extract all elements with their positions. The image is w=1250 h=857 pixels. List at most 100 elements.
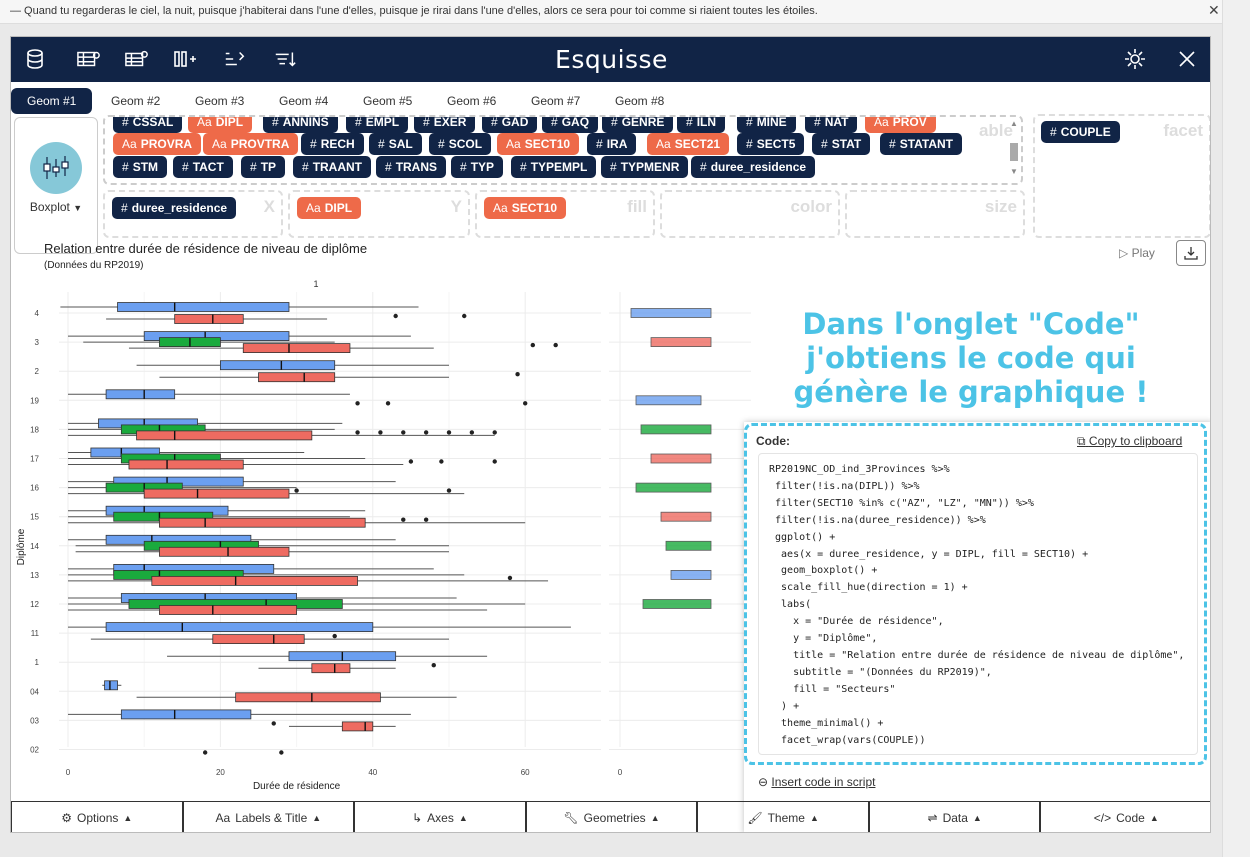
theme-button[interactable]: 🖌︎ Theme ▲ (697, 802, 869, 832)
filter-sort-icon[interactable] (273, 48, 297, 70)
variable-chip-annins[interactable]: # ANNINS (263, 117, 338, 133)
geom-tabs: Geom #1 Geom #2 Geom #3 Geom #4 Geom #5 … (11, 84, 1210, 114)
copy-clipboard-link[interactable]: ⧉ Copy to clipboard (1077, 434, 1183, 448)
labels-title-button[interactable]: Aa Labels & Title ▲ (182, 802, 355, 832)
close-modal-icon[interactable] (1175, 48, 1199, 70)
geometries-button[interactable]: 🔧︎ Geometries ▲ (525, 802, 698, 832)
variable-chip-nat[interactable]: # NAT (805, 117, 858, 133)
code-button[interactable]: </> Code ▲ (1040, 802, 1210, 832)
outlier-point (271, 721, 276, 726)
columns-plus-icon[interactable] (173, 48, 197, 70)
variable-chip-tact[interactable]: # TACT (173, 156, 233, 178)
box-panel2 (630, 308, 712, 318)
page-scrollbar[interactable] (1222, 0, 1250, 857)
box-panel2 (642, 599, 712, 609)
geom-selector[interactable]: Boxplot ▼ (14, 117, 98, 254)
variable-chip-provra[interactable]: Aa PROVRA (113, 133, 202, 155)
variable-chip-typ[interactable]: # TYP (451, 156, 504, 178)
play-button[interactable]: ▷ Play (1119, 246, 1155, 260)
insert-code-link[interactable]: ⊖ Insert code in script (758, 775, 876, 789)
y-tick-label: 03 (30, 716, 39, 725)
x-tick-label: 40 (368, 768, 377, 777)
app-title: Esquisse (555, 45, 668, 74)
y-chip[interactable]: Aa DIPL (297, 197, 362, 219)
outlier-point (408, 459, 414, 464)
facet-dropzone[interactable]: facet # COUPLE (1033, 114, 1210, 238)
y-dropzone[interactable]: Y Aa DIPL (288, 190, 470, 238)
variable-chip-iln[interactable]: # ILN (677, 117, 726, 133)
variable-chip-sect10[interactable]: Aa SECT10 (497, 133, 580, 155)
variable-chip-sect5[interactable]: # SECT5 (737, 133, 805, 155)
table-gear-icon[interactable] (125, 48, 149, 70)
variable-chip-sal[interactable]: # SAL (369, 133, 422, 155)
tab-geom-8[interactable]: Geom #8 (615, 94, 665, 108)
variable-chip-stat[interactable]: # STAT (812, 133, 871, 155)
box-panel2 (650, 453, 712, 464)
variable-chip-traant[interactable]: # TRAANT (293, 156, 372, 178)
variable-chip-tp[interactable]: # TP (241, 156, 286, 178)
table-eye-icon[interactable] (77, 48, 101, 70)
y-tick-label: 15 (30, 513, 39, 522)
tab-geom-6[interactable]: Geom #6 (447, 94, 497, 108)
data-button[interactable]: ⇌ Data ▲ (868, 802, 1041, 832)
fill-dropzone[interactable]: fill Aa SECT10 (475, 190, 655, 238)
variables-area: # CSSAL Aa DIPL # ANNINS # EMPL # EXER # GAD # GAQ # GE… (103, 115, 1023, 185)
facet-chip[interactable]: # COUPLE (1041, 121, 1120, 143)
variable-chip-dipl[interactable]: Aa DIPL (188, 117, 253, 133)
box-red (242, 343, 351, 353)
box-red (136, 430, 313, 441)
variable-chip-ira[interactable]: # IRA (587, 133, 637, 155)
variable-chip-typmenr[interactable]: # TYPMENR (601, 156, 689, 178)
axes-button[interactable]: ↳ Axes ▲ (354, 802, 526, 832)
tab-geom-4[interactable]: Geom #4 (279, 94, 329, 108)
variable-chip-prov[interactable]: Aa PROV (865, 117, 936, 133)
tab-geom-3[interactable]: Geom #3 (195, 94, 245, 108)
variables-scrollbar[interactable]: ▲ ▼ (1010, 119, 1018, 176)
variable-chip-rech[interactable]: # RECH (301, 133, 364, 155)
fill-chip[interactable]: Aa SECT10 (484, 197, 567, 219)
variable-chip-exer[interactable]: # EXER (414, 117, 476, 133)
code-box[interactable]: RP2019NC_OD_ind_3Provinces %>% filter(!i… (758, 453, 1198, 755)
variable-chip-duree_residence[interactable]: # duree_residence (691, 156, 816, 178)
variable-chip-statant[interactable]: # STATANT (880, 133, 963, 155)
sort-numeric-icon[interactable] (223, 48, 247, 70)
y-tick-label: 18 (30, 425, 39, 434)
arrow-left-circle-icon: ⊖ (758, 775, 769, 789)
color-dropzone[interactable]: color (660, 190, 840, 238)
variable-chip-trans[interactable]: # TRANS (376, 156, 447, 178)
tab-geom-5[interactable]: Geom #5 (363, 94, 413, 108)
y-tick-label: 4 (35, 309, 40, 318)
variable-chip-genre[interactable]: # GENRE (602, 117, 674, 133)
esquisse-modal: Esquisse Geom #1 Geom #2 Geom #3 Geom #4… (10, 36, 1211, 833)
settings-gear-icon[interactable] (1123, 48, 1147, 70)
variable-chip-gad[interactable]: # GAD (482, 117, 538, 133)
box-blue (104, 680, 118, 691)
variable-chip-gaq[interactable]: # GAQ (542, 117, 599, 133)
x-chip[interactable]: # duree_residence (112, 197, 237, 219)
variable-chip-scol[interactable]: # SCOL (429, 133, 492, 155)
scroll-thumb[interactable] (1010, 143, 1018, 161)
tab-geom-2[interactable]: Geom #2 (111, 94, 161, 108)
variable-chip-stm[interactable]: # STM (113, 156, 168, 178)
variable-chip-cssal[interactable]: # CSSAL (113, 117, 183, 133)
variable-chip-mine[interactable]: # MINE (737, 117, 796, 133)
options-button[interactable]: ⚙ Options ▲ (11, 802, 183, 832)
bottom-toolbar: ⚙ Options ▲ Aa Labels & Title ▲ ↳ Axes ▲ 🔧︎ Geo… (11, 801, 1210, 832)
size-dropzone[interactable]: size (845, 190, 1025, 238)
close-icon[interactable]: ✕ (1208, 2, 1220, 18)
code-text: RP2019NC_OD_ind_3Provinces %>% filter(!i… (769, 464, 1185, 746)
variable-chip-typempl[interactable]: # TYPEMPL (511, 156, 597, 178)
variable-chip-empl[interactable]: # EMPL (346, 117, 409, 133)
y-tick-label: 14 (30, 542, 39, 551)
color-zone-label: color (790, 197, 832, 216)
outlier-point (446, 430, 452, 435)
brush-icon: 🖌︎ (747, 810, 763, 825)
variable-chip-sect21[interactable]: Aa SECT21 (647, 133, 730, 155)
database-icon[interactable] (23, 48, 47, 70)
x-dropzone[interactable]: X # duree_residence (103, 190, 283, 238)
download-button[interactable] (1176, 240, 1206, 266)
facet-strip-label: 1 (313, 279, 318, 289)
variable-chip-provtra[interactable]: Aa PROVTRA (203, 133, 299, 155)
tab-geom-1[interactable]: Geom #1 (11, 88, 93, 114)
tab-geom-7[interactable]: Geom #7 (531, 94, 581, 108)
